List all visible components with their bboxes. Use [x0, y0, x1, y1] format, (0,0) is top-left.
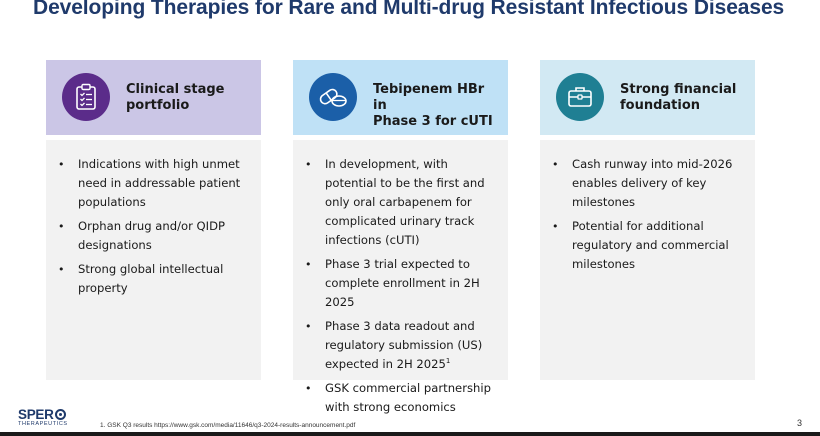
card-heading-line: Clinical stage [126, 82, 225, 97]
card-body-financial: Cash runway into mid-2026 enables delive… [540, 140, 755, 380]
footnote: 1. GSK Q3 results https://www.gsk.com/me… [100, 422, 356, 429]
card-heading-line: Strong financial [620, 82, 737, 97]
card-body-tebipenem: In development, with potential to be the… [293, 140, 508, 414]
bullet-item: Cash runway into mid-2026 enables delive… [552, 155, 741, 212]
bullet-item: Phase 3 trial expected to complete enrol… [305, 255, 494, 312]
logo-wordmark: SPER [18, 407, 68, 422]
card-heading-line: Tebipenem HBr in [373, 82, 485, 113]
page-number: 3 [796, 418, 802, 428]
card-body-portfolio: Indications with high unmet need in addr… [46, 140, 261, 380]
bullet-item: Orphan drug and/or QIDP designations [58, 217, 247, 255]
company-logo: SPER THERAPEUTICS [18, 407, 68, 427]
bullet-item: Potential for additional regulatory and … [552, 217, 741, 274]
card-heading-line: foundation [620, 98, 701, 113]
bullet-list: Indications with high unmet need in addr… [46, 140, 261, 298]
clipboard-checklist-icon [62, 73, 110, 121]
bullet-item: Phase 3 data readout and regulatory subm… [305, 317, 494, 374]
pills-icon [309, 73, 357, 121]
card-header-portfolio: Clinical stage portfolio [46, 60, 261, 135]
card-header-tebipenem: Tebipenem HBr in Phase 3 for cUTI [293, 60, 508, 135]
bullet-list: In development, with potential to be the… [293, 140, 508, 417]
card-heading-line: Phase 3 for cUTI [373, 114, 493, 129]
bullet-text: Phase 3 data readout and regulatory subm… [325, 319, 483, 371]
footer-rule [0, 432, 820, 436]
briefcase-icon [556, 73, 604, 121]
card-header-financial: Strong financial foundation [540, 60, 755, 135]
card-heading: Strong financial foundation [620, 82, 747, 114]
slide-title: Developing Therapies for Rare and Multi-… [33, 0, 785, 19]
bullet-item: In development, with potential to be the… [305, 155, 494, 250]
bullet-item: GSK commercial partnership with strong e… [305, 379, 494, 417]
bullet-item: Indications with high unmet need in addr… [58, 155, 247, 212]
card-heading: Clinical stage portfolio [126, 82, 253, 114]
bullet-list: Cash runway into mid-2026 enables delive… [540, 140, 755, 274]
footnote-marker: 1 [445, 357, 451, 366]
logo-word: SPER [18, 407, 54, 422]
logo-o-icon [54, 409, 66, 420]
card-heading: Tebipenem HBr in Phase 3 for cUTI [373, 82, 500, 130]
logo-subtitle: THERAPEUTICS [18, 421, 68, 427]
card-heading-line: portfolio [126, 98, 190, 113]
bullet-item: Strong global intellectual property [58, 260, 247, 298]
